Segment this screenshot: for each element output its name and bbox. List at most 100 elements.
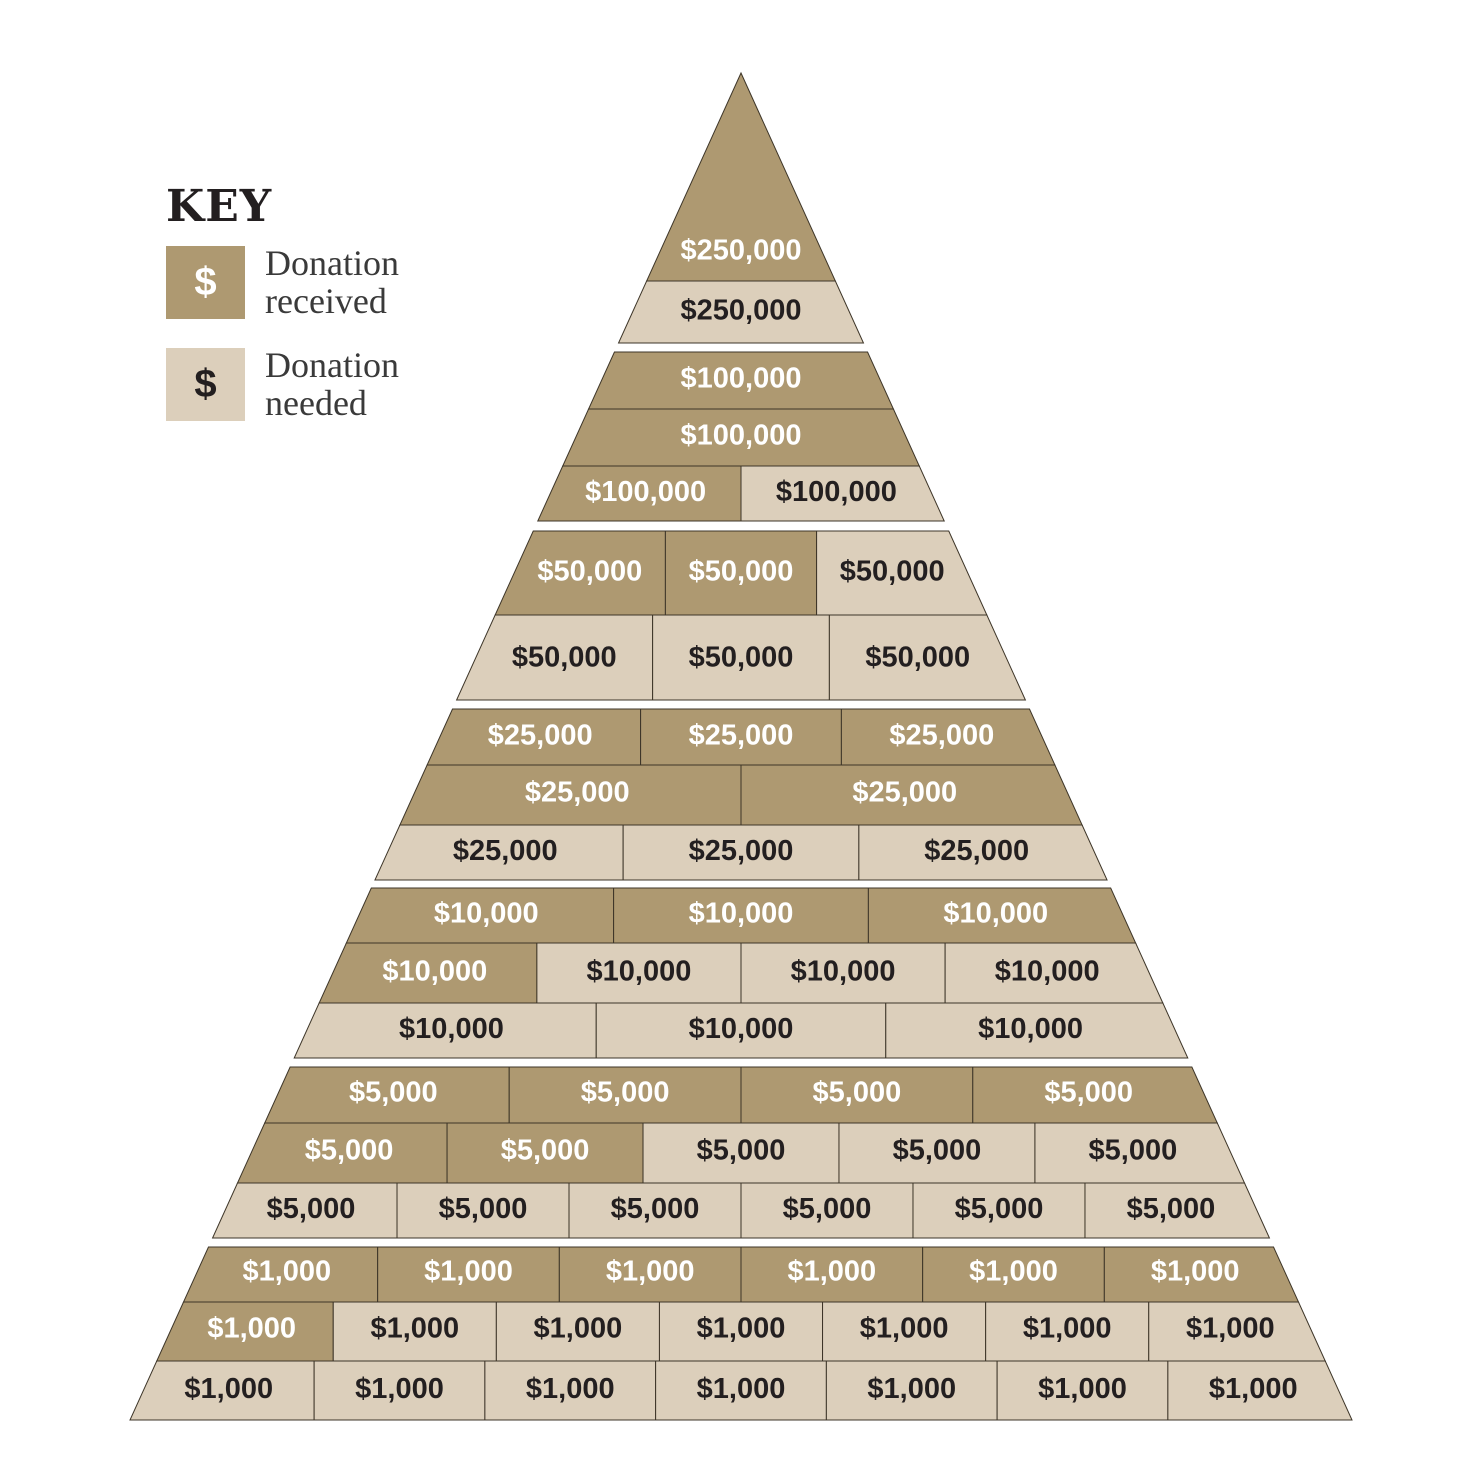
pyramid-cell: $1,000 (313, 1360, 486, 1421)
pyramid-cell: $1,000 (822, 1301, 987, 1362)
pyramid-cell: $50,000 (828, 614, 1027, 701)
pyramid-cell: $250,000 (645, 71, 837, 282)
pyramid-cell: $50,000 (664, 530, 818, 616)
pyramid-cell: $10,000 (536, 942, 742, 1004)
pyramid-cell: $5,000 (740, 1182, 914, 1239)
amount-label: $25,000 (689, 720, 794, 752)
pyramid-cell: $1,000 (332, 1301, 497, 1362)
pyramid-cell: $5,000 (211, 1182, 398, 1239)
needed-block (740, 465, 945, 522)
amount-label: $5,000 (581, 1077, 670, 1109)
amount-label: $1,000 (1151, 1256, 1240, 1288)
amount-label: $1,000 (697, 1313, 786, 1345)
pyramid-cell: $10,000 (345, 887, 615, 944)
pyramid-cell: $1,000 (655, 1360, 827, 1421)
pyramid-cell: $25,000 (399, 764, 742, 826)
amount-label: $5,000 (267, 1193, 356, 1225)
amount-label: $10,000 (791, 956, 896, 988)
pyramid-cell: $5,000 (838, 1122, 1036, 1184)
pyramid-cell: $10,000 (595, 1002, 887, 1059)
amount-label: $25,000 (525, 777, 630, 809)
key-legend: KEY $ Donation received $ Donation neede… (166, 182, 399, 448)
amount-label: $25,000 (924, 835, 1029, 867)
pyramid-cell: $50,000 (816, 530, 988, 616)
amount-label: $1,000 (969, 1256, 1058, 1288)
amount-label: $50,000 (512, 642, 617, 674)
amount-label: $100,000 (681, 363, 802, 395)
amount-label: $1,000 (534, 1313, 623, 1345)
needed-block (885, 1002, 1189, 1059)
pyramid-cell: $1,000 (985, 1301, 1150, 1362)
amount-label: $5,000 (305, 1135, 394, 1167)
amount-label: $5,000 (611, 1193, 700, 1225)
amount-label: $5,000 (349, 1077, 438, 1109)
pyramid-cell: $100,000 (561, 408, 921, 467)
amount-label: $25,000 (889, 720, 994, 752)
pyramid-cell: $25,000 (858, 824, 1108, 881)
amount-label: $10,000 (995, 956, 1100, 988)
pyramid-cell: $25,000 (426, 708, 642, 766)
amount-label: $50,000 (689, 642, 794, 674)
pyramid-cell: $1,000 (1167, 1360, 1353, 1421)
pyramid-cell: $5,000 (236, 1122, 448, 1184)
pyramid-cell: $1,000 (558, 1246, 742, 1303)
amount-label: $1,000 (697, 1373, 786, 1405)
pyramid-cell: $5,000 (1034, 1122, 1246, 1184)
pyramid-cell: $1,000 (825, 1360, 998, 1421)
pyramid-cell: $1,000 (495, 1301, 660, 1362)
amount-label: $25,000 (453, 835, 558, 867)
pyramid-cell: $10,000 (885, 1002, 1189, 1059)
pyramid-cell: $5,000 (642, 1122, 840, 1184)
amount-label: $10,000 (382, 956, 487, 988)
amount-label: $1,000 (526, 1373, 615, 1405)
amount-label: $1,000 (1209, 1373, 1298, 1405)
received-swatch: $ (166, 245, 245, 319)
pyramid-cell: $10,000 (613, 887, 869, 944)
amount-label: $1,000 (370, 1313, 459, 1345)
pyramid-cell: $5,000 (396, 1182, 570, 1239)
pyramid-cell: $10,000 (293, 1002, 597, 1059)
needed-block (828, 614, 1027, 701)
pyramid-cell: $5,000 (263, 1066, 510, 1124)
amount-label: $250,000 (681, 295, 802, 327)
pyramid-cell: $5,000 (740, 1066, 974, 1124)
amount-label: $1,000 (1038, 1373, 1127, 1405)
amount-label: $10,000 (434, 898, 539, 930)
amount-label: $5,000 (813, 1077, 902, 1109)
amount-label: $1,000 (184, 1373, 273, 1405)
pyramid-cell: $10,000 (944, 942, 1164, 1004)
pyramid-cell: $5,000 (446, 1122, 644, 1184)
pyramid-cell: $5,000 (1084, 1182, 1271, 1239)
needed-block (858, 824, 1108, 881)
amount-label: $1,000 (606, 1256, 695, 1288)
amount-label: $100,000 (776, 476, 897, 508)
amount-label: $250,000 (681, 235, 802, 267)
pyramid-cell: $5,000 (568, 1182, 742, 1239)
amount-label: $100,000 (585, 476, 706, 508)
amount-label: $5,000 (783, 1193, 872, 1225)
pyramid-cell: $1,000 (377, 1246, 560, 1303)
amount-label: $10,000 (587, 956, 692, 988)
pyramid-cell: $250,000 (617, 280, 865, 344)
pyramid-cell: $100,000 (587, 351, 895, 410)
amount-label: $25,000 (689, 835, 794, 867)
pyramid-cell: $25,000 (740, 764, 1083, 826)
amount-label: $5,000 (501, 1135, 590, 1167)
pyramid-cell: $1,000 (740, 1246, 924, 1303)
amount-label: $50,000 (865, 642, 970, 674)
amount-label: $1,000 (1023, 1313, 1112, 1345)
amount-label: $10,000 (689, 898, 794, 930)
amount-label: $25,000 (852, 777, 957, 809)
pyramid-cell: $25,000 (840, 708, 1056, 766)
amount-label: $25,000 (488, 720, 593, 752)
amount-label: $1,000 (867, 1373, 956, 1405)
amount-label: $5,000 (697, 1135, 786, 1167)
pyramid-cell: $100,000 (740, 465, 945, 522)
amount-label: $10,000 (399, 1013, 504, 1045)
pyramid-cell: $25,000 (374, 824, 624, 881)
amount-label: $10,000 (978, 1013, 1083, 1045)
amount-label: $5,000 (893, 1135, 982, 1167)
amount-label: $1,000 (787, 1256, 876, 1288)
pyramid-cell: $25,000 (622, 824, 860, 881)
pyramid-cell: $5,000 (508, 1066, 742, 1124)
